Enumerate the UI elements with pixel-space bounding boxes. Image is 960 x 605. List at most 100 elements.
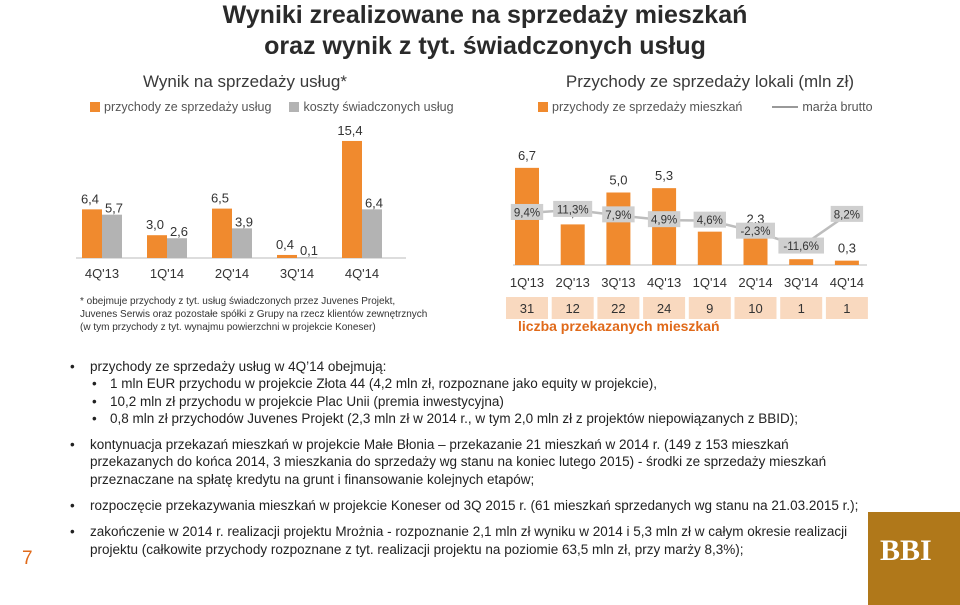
left-legend: przychody ze sprzedaży usług koszty świa… <box>90 100 454 114</box>
handover-count-value: 22 <box>611 301 625 316</box>
handover-count-cell <box>643 297 686 319</box>
x-tick-label: 3Q'14 <box>280 266 314 281</box>
legend-line-gross-margin <box>772 106 799 108</box>
x-tick-label: 4Q'13 <box>85 266 119 281</box>
bullet-list: przychody ze sprzedaży usług w 4Q’14 obe… <box>70 358 870 558</box>
x-tick-label: 4Q'14 <box>830 275 864 290</box>
bar-value-label: 15,4 <box>337 123 362 138</box>
title-line-2: oraz wynik z tyt. świadczonych usług <box>264 32 706 60</box>
bar-value-label: 5,0 <box>609 173 627 188</box>
bar-revenue <box>82 209 102 258</box>
bar-value-label: 0,3 <box>838 241 856 256</box>
handover-count-cell <box>688 297 731 319</box>
right-legend: przychody ze sprzedaży mieszkań marża br… <box>538 100 873 114</box>
margin-value-label: 11,3% <box>557 204 589 216</box>
handover-count-value: 1 <box>843 301 850 316</box>
margin-value-label: 4,6% <box>697 215 723 227</box>
x-tick-label: 4Q'13 <box>647 275 681 290</box>
slide-title: Wyniki zrealizowane na sprzedaży mieszka… <box>0 0 960 62</box>
bar-apartment-revenue <box>789 259 814 265</box>
bar-value-label: 2,6 <box>170 224 188 239</box>
bar-cost <box>232 228 252 258</box>
margin-value-label: -11,6% <box>783 241 819 253</box>
bar-value-label: 6,4 <box>81 191 99 206</box>
bar-cost <box>102 214 122 258</box>
bullet-2: kontynuacja przekazań mieszkań w projekc… <box>70 436 870 488</box>
handover-count-value: 24 <box>657 301 671 316</box>
x-tick-label: 1Q'14 <box>150 266 184 281</box>
handover-count-title: liczba przekazanych mieszkań <box>518 318 720 334</box>
handover-count-value: 10 <box>748 301 762 316</box>
margin-value-label: 7,9% <box>605 210 631 222</box>
margin-label-box <box>602 206 635 223</box>
margin-label-box <box>647 211 681 228</box>
margin-value-label: 9,4% <box>514 207 540 219</box>
margin-label-box <box>553 200 593 217</box>
legend-label-apartment-revenue: przychody ze sprzedaży mieszkań <box>552 100 743 114</box>
margin-label-box <box>693 211 726 228</box>
handover-count-cell <box>597 297 640 319</box>
legend-swatch-services-cost <box>289 102 300 112</box>
footnote-line-1: * obejmuje przychody z tyt. usług świadc… <box>80 296 396 307</box>
margin-value-label: -2,3% <box>740 226 770 238</box>
legend-label-services-revenue: przychody ze sprzedaży usług <box>104 100 272 114</box>
bullet-1-sub-2: 10,2 mln zł przychodu w projekcie Plac U… <box>70 393 870 411</box>
bar-value-label: 3,0 <box>146 217 164 232</box>
margin-label-box <box>778 237 824 254</box>
handover-count-value: 12 <box>565 301 579 316</box>
bar-cost <box>297 257 317 258</box>
bar-cost <box>362 209 382 258</box>
margin-label-box <box>736 222 775 239</box>
bar-apartment-revenue <box>606 192 631 265</box>
bullet-1: przychody ze sprzedaży usług w 4Q’14 obe… <box>70 358 870 376</box>
title-line-1: Wyniki zrealizowane na sprzedaży mieszka… <box>222 1 748 29</box>
handover-count-cell <box>506 297 548 319</box>
bar-revenue <box>147 235 167 258</box>
bullet-4: zakończenie w 2014 r. realizacji projekt… <box>70 523 870 558</box>
margin-value-label: 4,9% <box>651 215 677 227</box>
bar-apartment-revenue <box>834 260 859 265</box>
x-tick-label: 3Q'14 <box>784 275 818 290</box>
x-tick-label: 4Q'14 <box>345 266 379 281</box>
legend-label-gross-margin: marża brutto <box>802 100 873 114</box>
bar-value-label: 0,1 <box>300 243 318 258</box>
bar-value-label: 6,4 <box>365 195 383 210</box>
handover-count-value: 31 <box>520 301 534 316</box>
bar-cost <box>167 238 187 258</box>
left-footnote: * obejmuje przychody z tyt. usług świadc… <box>80 295 427 334</box>
x-tick-label: 2Q'13 <box>556 275 590 290</box>
bullet-3: rozpoczęcie przekazywania mieszkań w pro… <box>70 497 870 515</box>
bar-revenue <box>277 254 297 258</box>
x-tick-label: 2Q'14 <box>215 266 249 281</box>
bar-apartment-revenue <box>560 224 585 265</box>
legend-label-services-cost: koszty świadczonych usług <box>303 100 454 114</box>
handover-count-cell <box>551 297 594 319</box>
footnote-line-2: Juvenes Serwis oraz pozostałe spółki z G… <box>80 309 428 320</box>
handover-count-cell <box>780 297 823 319</box>
x-tick-label: 2Q'14 <box>738 275 772 290</box>
bar-value-label: 5,3 <box>655 168 673 183</box>
bar-revenue <box>342 140 362 258</box>
page-number: 7 <box>22 548 33 569</box>
handover-count-value: 1 <box>798 301 805 316</box>
legend-swatch-apartment-revenue <box>538 102 548 112</box>
bbi-logo: BBI <box>868 512 960 605</box>
left-bar-chart: 6,4 5,7 4Q'13 3,0 2,6 1Q'14 6,5 3,9 2Q'14 0,4 0,1 3… <box>76 123 406 281</box>
handover-count-cell <box>734 297 777 319</box>
bar-value-label: 6,7 <box>518 148 536 163</box>
handover-count-value: 9 <box>706 301 713 316</box>
margin-label-box <box>830 205 864 222</box>
bar-revenue <box>212 208 232 258</box>
footnote-line-3: (w tym przychody z tyt. wynajmu powierzc… <box>80 322 376 333</box>
handover-count-cell <box>825 297 868 319</box>
bar-value-label: 5,7 <box>105 201 123 216</box>
x-tick-label: 1Q'13 <box>510 275 544 290</box>
margin-value-label: 8,2% <box>834 209 860 221</box>
logo-text: BBI <box>880 534 932 567</box>
right-chart-title: Przychody ze sprzedaży lokali (mln zł) <box>565 72 855 91</box>
bar-value-label: 3,9 <box>235 214 253 229</box>
bullet-1-sub-1: 1 mln EUR przychodu w projekcie Złota 44… <box>70 375 870 393</box>
bar-value-label: 0,4 <box>276 237 294 252</box>
x-tick-label: 1Q'14 <box>693 275 727 290</box>
bar-apartment-revenue <box>697 231 722 265</box>
